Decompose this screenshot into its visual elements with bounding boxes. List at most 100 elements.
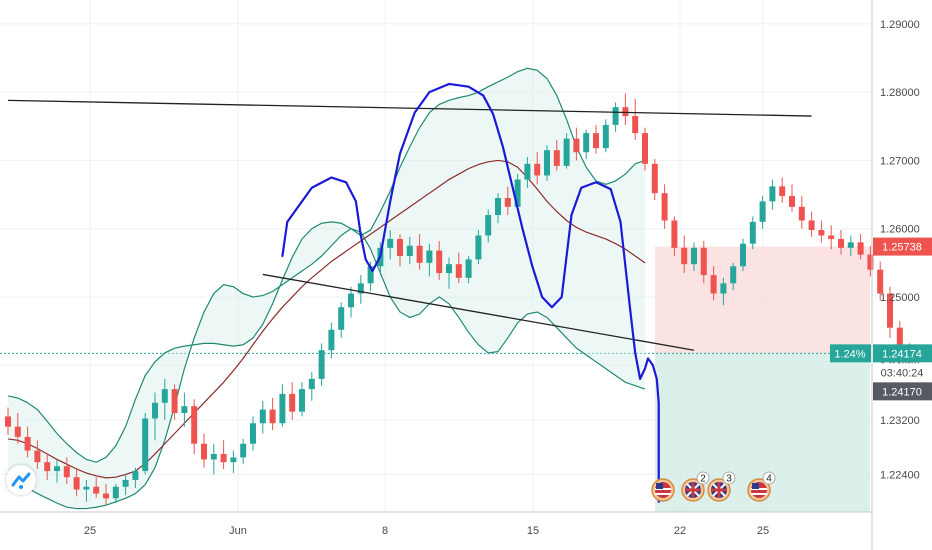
- candle-body: [14, 426, 21, 437]
- candle-body: [857, 242, 864, 255]
- event-count: 4: [766, 474, 772, 485]
- tradingview-logo[interactable]: [6, 465, 36, 495]
- candle: [642, 127, 648, 171]
- bollinger-upper-line: [7, 67, 646, 463]
- candle-body: [642, 133, 648, 164]
- event-flags[interactable]: 2 3 4: [651, 471, 776, 502]
- candle-body: [63, 466, 70, 478]
- candle-body: [289, 393, 296, 412]
- x-tick-label: Jun: [229, 525, 247, 537]
- candle: [259, 400, 266, 434]
- stop-loss-tag-bg: [873, 237, 932, 256]
- candle-body: [250, 423, 256, 444]
- candle: [485, 209, 492, 243]
- candle-body: [798, 206, 805, 221]
- candle: [524, 157, 531, 188]
- candle-body: [740, 243, 746, 267]
- candle: [877, 261, 884, 301]
- candle-body: [259, 409, 266, 424]
- candle: [828, 225, 835, 250]
- candle: [416, 234, 423, 270]
- candle-body: [161, 389, 168, 403]
- candle-body: [279, 393, 286, 424]
- candle-body: [495, 197, 501, 216]
- moving-average-line: [7, 159, 646, 479]
- candle-body: [348, 293, 354, 308]
- stop-loss-tag: 1.25738: [882, 242, 922, 254]
- candle: [240, 438, 247, 465]
- candle-body: [181, 406, 188, 414]
- event-flag-us[interactable]: 4: [747, 471, 776, 502]
- candle: [838, 230, 844, 255]
- current-price-tag-bg: [873, 344, 932, 363]
- candle: [191, 399, 198, 454]
- candle: [534, 152, 541, 185]
- candle-body: [661, 193, 668, 221]
- candle-body: [220, 453, 227, 463]
- candle-body: [573, 138, 580, 153]
- candle: [798, 195, 805, 229]
- candle-body: [455, 264, 462, 278]
- candle: [867, 245, 874, 277]
- event-flag-us[interactable]: [651, 478, 675, 502]
- candle: [308, 372, 315, 401]
- x-tick-label: 22: [674, 525, 686, 537]
- candle-body: [896, 327, 903, 359]
- stop-loss-zone: [655, 246, 870, 354]
- event-flag-uk[interactable]: 2: [681, 471, 710, 502]
- candle-body: [142, 418, 149, 472]
- candle-body: [328, 329, 335, 351]
- candle: [387, 230, 394, 260]
- candle: [808, 211, 815, 237]
- target-tag-bg: [873, 382, 932, 401]
- y-tick-label: 1.29000: [880, 19, 920, 31]
- candle-body: [877, 269, 884, 294]
- candle-body: [563, 138, 570, 166]
- candle: [455, 252, 462, 284]
- candle-body: [426, 250, 433, 263]
- us-flag-canton: [752, 483, 759, 489]
- change-percent-bg: [830, 344, 871, 363]
- overlay-drawings: [7, 82, 812, 503]
- candle-body: [671, 220, 678, 248]
- candle: [700, 240, 707, 284]
- countdown-tag: 03:40:24: [881, 367, 924, 379]
- x-tick-label: 8: [382, 525, 388, 537]
- candle-body: [534, 163, 541, 176]
- candle-body: [544, 150, 550, 176]
- candle-body: [24, 436, 31, 451]
- candle-body: [593, 133, 599, 149]
- candle: [14, 413, 21, 444]
- event-flag-uk[interactable]: 3: [707, 471, 736, 502]
- candle-body: [602, 124, 609, 149]
- uk-flag-cross: [717, 482, 721, 498]
- y-tick-label: 1.26000: [880, 224, 920, 236]
- candle: [661, 184, 668, 229]
- candle-body: [416, 245, 423, 263]
- us-flag-stripe: [655, 493, 671, 495]
- candle: [279, 384, 286, 427]
- candle: [73, 467, 80, 497]
- candle: [220, 440, 227, 469]
- y-tick-label: 1.27000: [880, 155, 920, 167]
- candle: [553, 139, 560, 171]
- y-tick-label: 1.23200: [880, 415, 920, 427]
- candle-body: [446, 264, 452, 274]
- candle: [357, 275, 364, 304]
- candle-body: [397, 238, 403, 256]
- candle-body: [504, 197, 511, 207]
- candle: [250, 416, 256, 451]
- candle: [602, 119, 609, 153]
- candle: [348, 286, 354, 318]
- candle: [171, 384, 178, 420]
- y-tick-label: 1.28000: [880, 87, 920, 99]
- candle-body: [299, 389, 305, 412]
- candle-body: [308, 378, 315, 390]
- candle-body: [867, 254, 874, 270]
- candle: [593, 124, 599, 154]
- candle: [847, 235, 854, 256]
- candle-body: [112, 486, 119, 499]
- candle: [34, 440, 41, 469]
